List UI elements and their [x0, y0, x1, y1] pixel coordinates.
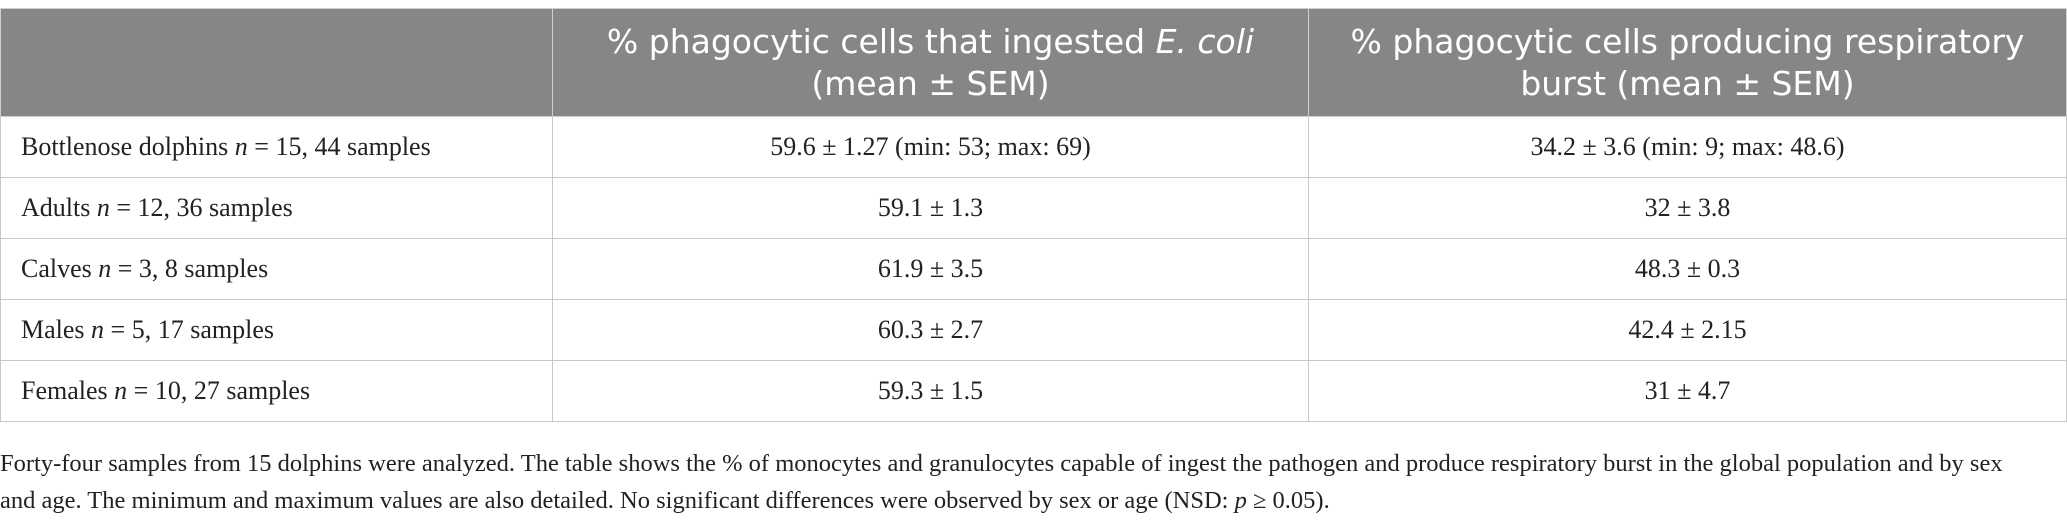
row-n-label: n [98, 254, 112, 283]
row-group-cell: Females n = 10, 27 samples [0, 360, 553, 422]
table-row: Males n = 5, 17 samples 60.3 ± 2.7 42.4 … [0, 299, 2067, 361]
row-ecoli-value: 59.1 ± 1.3 [552, 177, 1309, 239]
header-burst-pre: % phagocytic cells producing respiratory… [1350, 21, 2025, 103]
row-n-label: n [91, 315, 105, 344]
header-ecoli-italic: E. coli [1155, 21, 1255, 61]
row-group-cell: Calves n = 3, 8 samples [0, 238, 553, 300]
footnote-text: Forty-four samples from 15 dolphins were… [0, 450, 2003, 514]
footnote-p-label: p [1234, 487, 1247, 514]
row-n-label: n [96, 193, 110, 222]
data-table-container: % phagocytic cells that ingested E. coli… [0, 8, 2067, 422]
table-footnote: Forty-four samples from 15 dolphins were… [0, 445, 2030, 519]
table-header: % phagocytic cells that ingested E. coli… [0, 8, 2067, 117]
row-burst-value: 34.2 ± 3.6 (min: 9; max: 48.6) [1308, 116, 2067, 178]
row-ecoli-value: 59.3 ± 1.5 [552, 360, 1309, 422]
row-n-text: = 5, 17 samples [104, 315, 274, 344]
row-group-name: Adults [21, 193, 91, 222]
row-burst-value: 42.4 ± 2.15 [1308, 299, 2067, 361]
row-n-label: n [114, 376, 128, 405]
footnote-p-text: ≥ 0.05). [1246, 487, 1330, 514]
row-group-cell: Males n = 5, 17 samples [0, 299, 553, 361]
row-burst-value: 31 ± 4.7 [1308, 360, 2067, 422]
header-cell-burst: % phagocytic cells producing respiratory… [1308, 8, 2067, 117]
row-n-text: = 12, 36 samples [109, 193, 293, 222]
row-burst-value: 32 ± 3.8 [1308, 177, 2067, 239]
row-n-text: = 15, 44 samples [247, 132, 431, 161]
row-group-cell: Adults n = 12, 36 samples [0, 177, 553, 239]
header-cell-ecoli: % phagocytic cells that ingested E. coli… [552, 8, 1309, 117]
row-group-name: Females [21, 376, 108, 405]
table-row: Bottlenose dolphins n = 15, 44 samples 5… [0, 116, 2067, 178]
row-n-text: = 10, 27 samples [127, 376, 311, 405]
row-burst-value: 48.3 ± 0.3 [1308, 238, 2067, 300]
header-cell-group [0, 8, 553, 117]
header-ecoli-post: (mean ± SEM) [811, 63, 1050, 103]
row-ecoli-value: 60.3 ± 2.7 [552, 299, 1309, 361]
row-n-text: = 3, 8 samples [111, 254, 269, 283]
row-group-name: Males [21, 315, 85, 344]
header-row: % phagocytic cells that ingested E. coli… [0, 8, 2067, 117]
table-body: Bottlenose dolphins n = 15, 44 samples 5… [0, 116, 2067, 422]
phagocytosis-table: % phagocytic cells that ingested E. coli… [0, 8, 2067, 422]
row-group-name: Calves [21, 254, 92, 283]
table-row: Females n = 10, 27 samples 59.3 ± 1.5 31… [0, 360, 2067, 422]
row-group-cell: Bottlenose dolphins n = 15, 44 samples [0, 116, 553, 178]
row-n-label: n [234, 132, 248, 161]
row-group-name: Bottlenose dolphins [21, 132, 229, 161]
row-ecoli-value: 59.6 ± 1.27 (min: 53; max: 69) [552, 116, 1309, 178]
table-row: Adults n = 12, 36 samples 59.1 ± 1.3 32 … [0, 177, 2067, 239]
table-row: Calves n = 3, 8 samples 61.9 ± 3.5 48.3 … [0, 238, 2067, 300]
header-ecoli-pre: % phagocytic cells that ingested [606, 21, 1156, 61]
row-ecoli-value: 61.9 ± 3.5 [552, 238, 1309, 300]
